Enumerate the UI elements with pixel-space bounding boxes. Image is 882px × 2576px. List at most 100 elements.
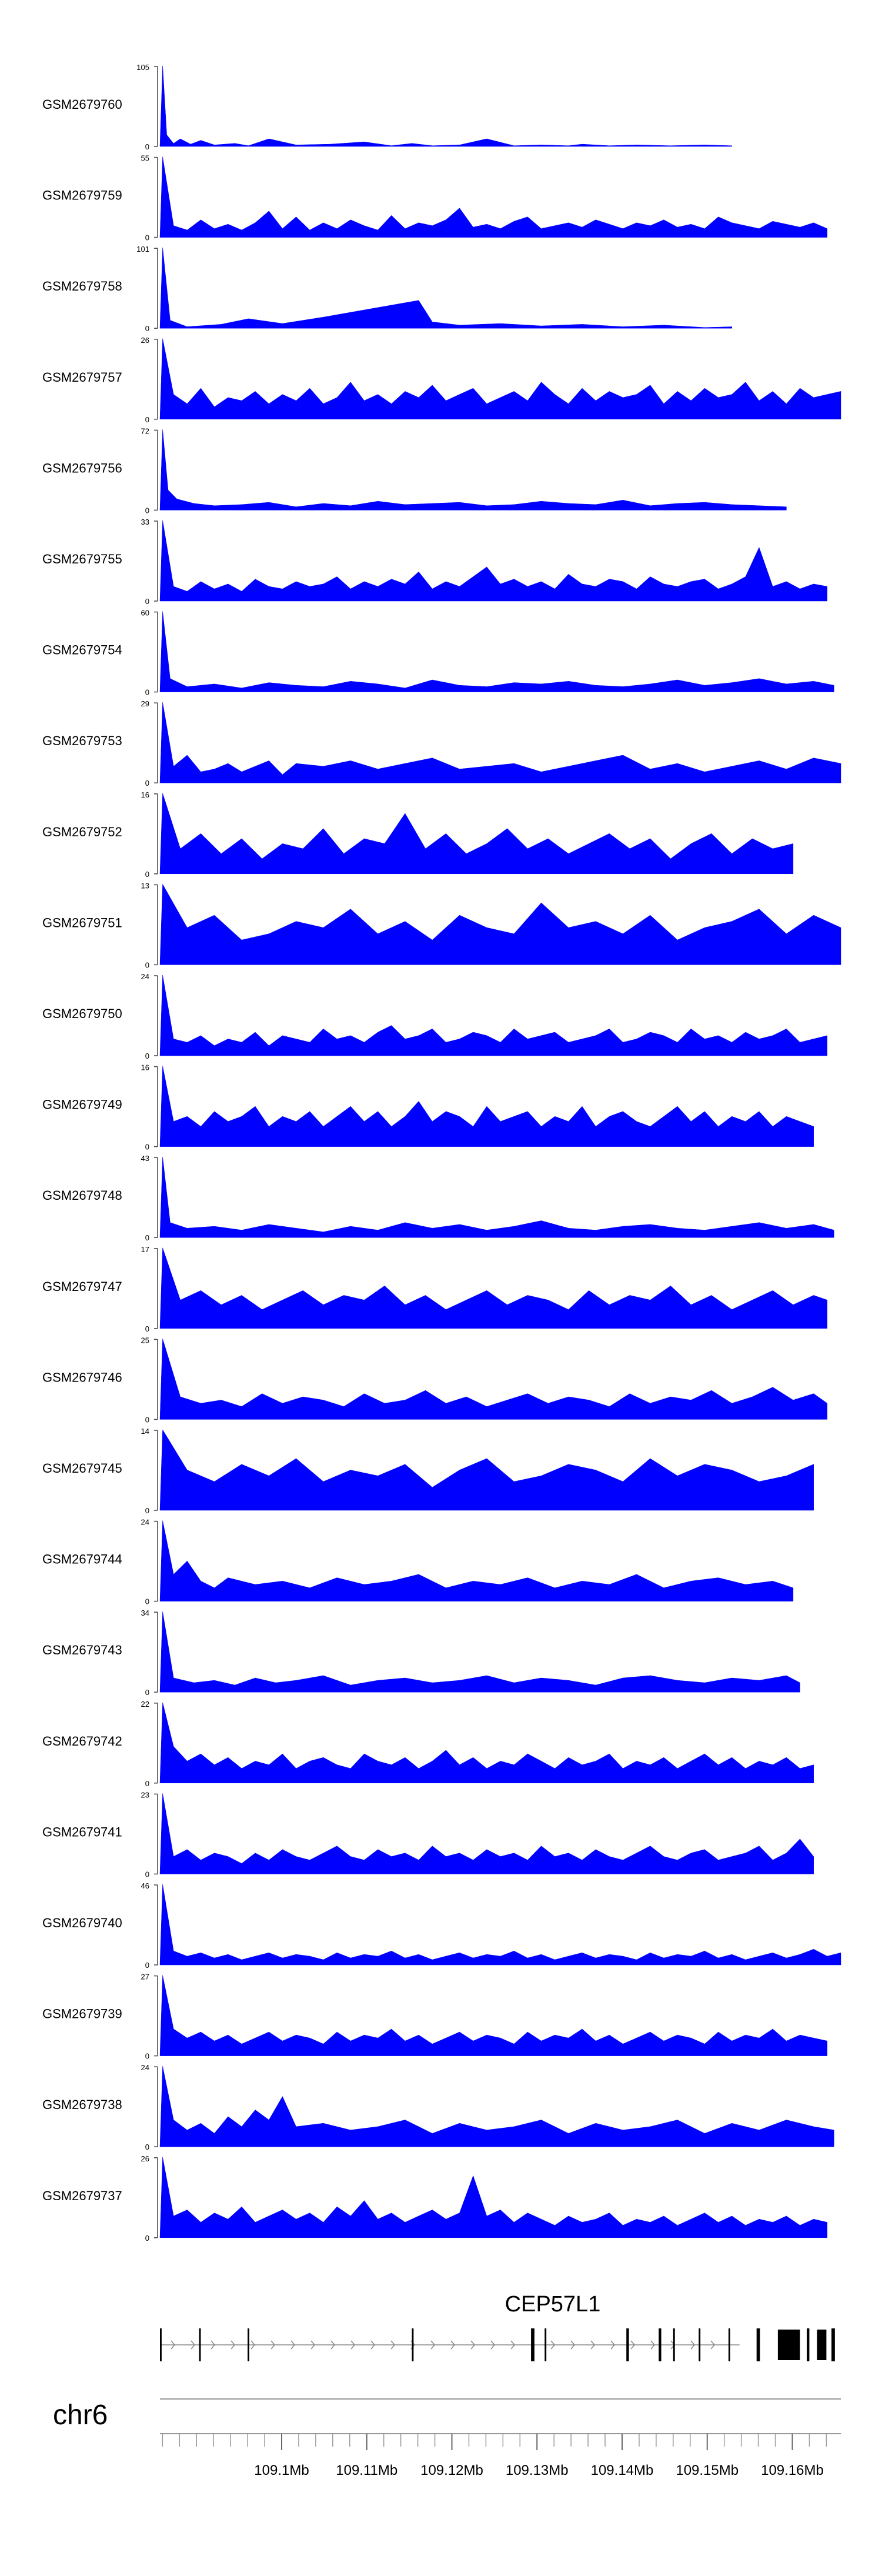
strand-arrow — [690, 2340, 695, 2350]
coverage-area — [159, 1520, 794, 1601]
track-name-label: GSM2679738 — [42, 2097, 122, 2112]
track-ymax-label: 22 — [141, 1700, 149, 1709]
strand-arrow — [630, 2340, 635, 2350]
track-name-label: GSM2679747 — [42, 1279, 122, 1294]
exon-block — [673, 2328, 675, 2361]
track-GSM2679740: GSM2679740 46 0 — [42, 1881, 841, 1970]
track-ymin-label: 0 — [145, 1233, 149, 1242]
track-ymax-label: 105 — [136, 63, 149, 72]
track-name-label: GSM2679756 — [42, 461, 122, 475]
track-ymin-label: 0 — [145, 870, 149, 879]
track-GSM2679756: GSM2679756 72 0 — [42, 426, 787, 515]
chromosome-label: chr6 — [53, 2400, 108, 2431]
track-ymax-label: 55 — [141, 154, 149, 163]
track-GSM2679757: GSM2679757 26 0 — [42, 336, 841, 424]
coverage-area — [159, 156, 828, 238]
track-name-label: GSM2679742 — [42, 1734, 122, 1749]
exon-block — [412, 2328, 414, 2361]
track-ymin-label: 0 — [145, 1143, 149, 1152]
strand-arrow — [330, 2340, 335, 2350]
axis-tick-label: 109.12Mb — [420, 2462, 483, 2478]
exon-block — [817, 2330, 827, 2360]
exon-block — [199, 2328, 201, 2361]
track-name-label: GSM2679753 — [42, 733, 122, 748]
track-name-label: GSM2679757 — [42, 370, 122, 385]
track-name-label: GSM2679754 — [42, 643, 122, 658]
strand-arrow — [610, 2340, 615, 2350]
strand-arrow — [650, 2340, 655, 2350]
track-name-label: GSM2679743 — [42, 1643, 122, 1657]
track-GSM2679743: GSM2679743 34 0 — [42, 1609, 800, 1697]
track-name-label: GSM2679755 — [42, 552, 122, 566]
gene-label: CEP57L1 — [505, 2292, 601, 2317]
coverage-area — [159, 1066, 814, 1147]
track-ymin-label: 0 — [145, 324, 149, 333]
track-ymax-label: 17 — [141, 1245, 149, 1254]
track-ymax-label: 29 — [141, 699, 149, 708]
track-name-label: GSM2679745 — [42, 1461, 122, 1476]
exon-block — [248, 2328, 249, 2361]
track-ymin-label: 0 — [145, 233, 149, 242]
track-ymin-label: 0 — [145, 1052, 149, 1060]
track-GSM2679750: GSM2679750 24 0 — [42, 972, 828, 1060]
exon-block — [531, 2328, 534, 2361]
track-GSM2679749: GSM2679749 16 0 — [42, 1063, 814, 1152]
track-ymax-label: 24 — [141, 1518, 149, 1527]
track-ymin-label: 0 — [145, 1324, 149, 1333]
track-ymax-label: 16 — [141, 790, 149, 799]
exon-block — [544, 2328, 547, 2361]
track-GSM2679758: GSM2679758 101 0 — [42, 245, 732, 333]
track-GSM2679739: GSM2679739 27 0 — [42, 1973, 828, 2061]
track-ymin-label: 0 — [145, 1506, 149, 1515]
coverage-area — [159, 1793, 814, 1874]
exon-block — [756, 2328, 760, 2361]
track-ymin-label: 0 — [145, 1597, 149, 1606]
track-GSM2679755: GSM2679755 33 0 — [42, 518, 828, 606]
strand-arrow — [450, 2340, 455, 2350]
coverage-area — [159, 429, 787, 510]
track-name-label: GSM2679737 — [42, 2188, 122, 2203]
coverage-area — [159, 248, 732, 329]
gene-track: CEP57L1 — [160, 2292, 835, 2361]
strand-arrow — [350, 2340, 355, 2350]
track-ymax-label: 24 — [141, 2063, 149, 2072]
strand-arrow — [470, 2340, 475, 2350]
track-GSM2679752: GSM2679752 16 0 — [42, 790, 794, 879]
track-GSM2679760: GSM2679760 105 0 — [42, 63, 732, 151]
strand-arrow — [510, 2340, 515, 2350]
track-ymin-label: 0 — [145, 2143, 149, 2151]
track-ymin-label: 0 — [145, 1415, 149, 1424]
exon-block — [728, 2328, 730, 2361]
exon-block — [699, 2328, 701, 2361]
track-ymax-label: 14 — [141, 1427, 149, 1436]
strand-arrow — [550, 2340, 555, 2350]
track-GSM2679746: GSM2679746 25 0 — [42, 1336, 828, 1424]
track-name-label: GSM2679751 — [42, 915, 122, 930]
track-name-label: GSM2679758 — [42, 279, 122, 293]
track-name-label: GSM2679740 — [42, 1916, 122, 1930]
coverage-area — [159, 1157, 834, 1238]
track-GSM2679759: GSM2679759 55 0 — [42, 154, 828, 242]
exon-block — [831, 2328, 835, 2361]
track-GSM2679744: GSM2679744 24 0 — [42, 1518, 794, 1606]
track-GSM2679748: GSM2679748 43 0 — [42, 1154, 834, 1242]
track-ymax-label: 23 — [141, 1790, 149, 1799]
exon-block — [807, 2328, 810, 2361]
strand-arrow — [590, 2340, 595, 2350]
track-name-label: GSM2679748 — [42, 1188, 122, 1203]
axis-tick-label: 109.1Mb — [254, 2462, 309, 2478]
coverage-area — [159, 1339, 828, 1420]
strand-arrow — [370, 2340, 375, 2350]
genome-axis: chr6 109.1Mb 109.11Mb 109.12Mb 109.13Mb 109.… — [53, 2398, 841, 2478]
track-ymax-label: 46 — [141, 1881, 149, 1890]
strand-arrow — [230, 2340, 235, 2350]
track-ymax-label: 24 — [141, 972, 149, 981]
track-ymax-label: 27 — [141, 1973, 149, 1981]
axis-tick-label: 109.13Mb — [506, 2462, 569, 2478]
exon-block — [777, 2330, 800, 2360]
track-ymin-label: 0 — [145, 415, 149, 424]
track-name-label: GSM2679741 — [42, 1824, 122, 1839]
strand-arrow — [570, 2340, 575, 2350]
track-name-label: GSM2679749 — [42, 1097, 122, 1112]
